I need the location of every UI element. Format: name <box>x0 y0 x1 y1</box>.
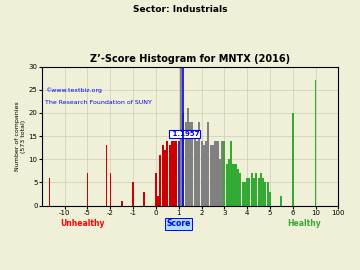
Bar <box>248 178 251 206</box>
Bar <box>171 141 173 206</box>
Bar <box>162 145 164 206</box>
Bar <box>233 164 234 206</box>
Text: Healthy: Healthy <box>287 220 321 228</box>
Bar <box>226 164 228 206</box>
Bar <box>246 178 248 206</box>
Text: Sector: Industrials: Sector: Industrials <box>133 5 227 14</box>
Bar <box>203 145 205 206</box>
Bar <box>180 66 182 206</box>
Bar <box>255 173 257 206</box>
Bar <box>194 131 196 206</box>
Bar <box>253 178 255 206</box>
Bar <box>121 201 123 206</box>
Bar <box>280 196 283 206</box>
Bar <box>159 155 162 206</box>
Bar <box>185 122 186 206</box>
Text: Unhealthy: Unhealthy <box>60 220 105 228</box>
Bar <box>264 183 266 206</box>
Bar <box>178 141 180 206</box>
Bar <box>262 178 264 206</box>
Bar <box>173 141 175 206</box>
Bar <box>267 183 269 206</box>
Y-axis label: Number of companies
(573 total): Number of companies (573 total) <box>15 101 26 171</box>
Bar <box>189 122 191 206</box>
Bar <box>132 183 134 206</box>
Bar <box>219 159 221 206</box>
Bar <box>166 141 168 206</box>
Bar <box>155 173 157 206</box>
Bar <box>157 196 159 206</box>
Bar <box>242 183 244 206</box>
Bar <box>239 173 241 206</box>
Bar <box>251 173 253 206</box>
Bar <box>187 108 189 206</box>
Bar <box>216 141 219 206</box>
Text: ©www.textbiz.org: ©www.textbiz.org <box>45 87 102 93</box>
Bar <box>235 164 237 206</box>
Bar <box>269 192 271 206</box>
Title: Z’-Score Histogram for MNTX (2016): Z’-Score Histogram for MNTX (2016) <box>90 54 290 64</box>
Bar <box>230 141 232 206</box>
Bar <box>182 113 184 206</box>
Bar <box>257 178 260 206</box>
Text: 1.1957: 1.1957 <box>170 131 199 137</box>
Bar <box>110 173 111 206</box>
Bar <box>175 141 177 206</box>
Bar <box>223 141 225 206</box>
Bar <box>168 145 171 206</box>
Bar <box>221 141 223 206</box>
Bar <box>196 141 198 206</box>
Text: Score: Score <box>167 220 191 228</box>
Bar <box>164 150 166 206</box>
Bar <box>210 145 212 206</box>
Text: The Research Foundation of SUNY: The Research Foundation of SUNY <box>45 100 152 105</box>
Bar <box>207 122 210 206</box>
Bar <box>244 183 246 206</box>
Bar <box>260 173 262 206</box>
Bar <box>205 141 207 206</box>
Bar <box>192 122 193 206</box>
Bar <box>143 192 145 206</box>
Bar <box>292 113 294 206</box>
Bar <box>315 80 316 206</box>
Bar <box>106 145 107 206</box>
Bar <box>214 141 216 206</box>
Bar <box>212 145 214 206</box>
Bar <box>49 178 50 206</box>
Bar <box>237 168 239 206</box>
Bar <box>198 122 200 206</box>
Bar <box>201 141 203 206</box>
Bar <box>228 159 230 206</box>
